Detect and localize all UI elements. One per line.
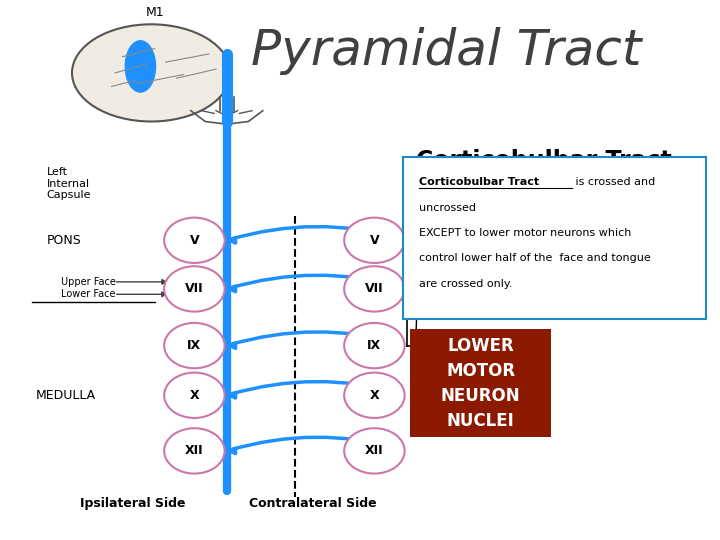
- FancyBboxPatch shape: [410, 329, 551, 437]
- Ellipse shape: [125, 41, 156, 92]
- Circle shape: [164, 218, 225, 263]
- Circle shape: [164, 266, 225, 312]
- Circle shape: [164, 373, 225, 418]
- Text: X: X: [189, 389, 199, 402]
- Text: control lower half of the  face and tongue: control lower half of the face and tongu…: [419, 253, 651, 264]
- Text: M1: M1: [145, 6, 164, 19]
- Text: MEDULLA: MEDULLA: [36, 389, 96, 402]
- Text: is crossed and: is crossed and: [572, 177, 656, 187]
- FancyBboxPatch shape: [403, 157, 706, 319]
- Text: XII: XII: [365, 444, 384, 457]
- Text: Lower Face: Lower Face: [61, 289, 116, 299]
- Text: VII: VII: [185, 282, 204, 295]
- Text: Pyramidal Tract: Pyramidal Tract: [251, 27, 642, 75]
- Text: are crossed only.: are crossed only.: [419, 279, 513, 289]
- Circle shape: [344, 218, 405, 263]
- Circle shape: [164, 323, 225, 368]
- Text: Left
Internal
Capsule: Left Internal Capsule: [47, 167, 91, 200]
- Text: VII: VII: [365, 282, 384, 295]
- Circle shape: [344, 266, 405, 312]
- Text: IX: IX: [367, 339, 382, 352]
- Text: X: X: [369, 389, 379, 402]
- Circle shape: [344, 323, 405, 368]
- Text: Corticobulbar Tract: Corticobulbar Tract: [419, 177, 539, 187]
- Text: Contralateral Side: Contralateral Side: [249, 497, 377, 510]
- Text: Corticobulbar Tract: Corticobulbar Tract: [415, 148, 672, 172]
- Circle shape: [344, 428, 405, 474]
- Text: Ipsilateral Side: Ipsilateral Side: [81, 497, 186, 510]
- Text: EXCEPT to lower motor neurons which: EXCEPT to lower motor neurons which: [419, 228, 631, 238]
- Circle shape: [164, 428, 225, 474]
- Text: PONS: PONS: [47, 234, 81, 247]
- Text: Upper Face: Upper Face: [61, 277, 116, 287]
- Text: V: V: [189, 234, 199, 247]
- Text: uncrossed: uncrossed: [419, 202, 476, 213]
- Circle shape: [344, 373, 405, 418]
- Text: LOWER
MOTOR
NEURON
NUCLEI: LOWER MOTOR NEURON NUCLEI: [441, 337, 521, 430]
- Text: IX: IX: [187, 339, 202, 352]
- Text: V: V: [369, 234, 379, 247]
- Text: XII: XII: [185, 444, 204, 457]
- Ellipse shape: [72, 24, 230, 122]
